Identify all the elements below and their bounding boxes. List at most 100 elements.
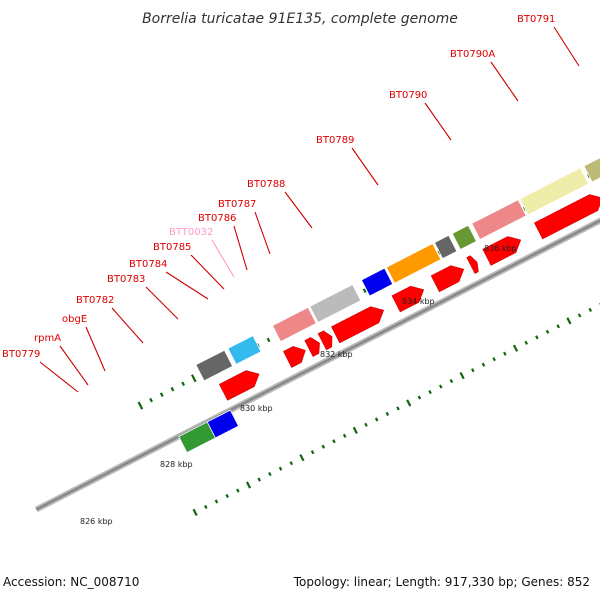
gene-arrow	[534, 194, 600, 240]
tick-mark-lower	[512, 344, 519, 352]
cog-block	[360, 267, 394, 297]
tick-mark-lower	[577, 313, 582, 318]
tick-mark-upper	[362, 288, 367, 293]
cog-block	[519, 167, 590, 216]
tick-mark-lower	[492, 357, 496, 362]
gene-arrow	[304, 337, 320, 357]
gene-label: BT0785	[153, 242, 191, 253]
gene-arrows	[218, 194, 600, 401]
tick-mark-lower	[268, 472, 272, 477]
scale-label: 830 kbp	[240, 404, 273, 413]
gene-label: BT0790A	[450, 49, 495, 60]
tick-mark-upper	[137, 401, 144, 410]
accession-text: Accession: NC_008710	[3, 575, 139, 589]
scale-label: 832 kbp	[320, 350, 353, 359]
gene-arrow	[317, 330, 333, 351]
tick-mark-lower	[236, 488, 240, 493]
tick-mark-lower	[245, 481, 252, 489]
cog-block	[271, 306, 317, 343]
tick-mark-lower	[321, 444, 326, 449]
tick-mark-lower	[588, 307, 593, 313]
callout-line	[190, 254, 225, 290]
gene-arrow	[218, 370, 260, 401]
tick-mark-upper	[266, 337, 271, 343]
tick-mark-upper	[149, 397, 153, 403]
gene-label: BT0788	[247, 179, 285, 190]
gene-arrow	[331, 306, 385, 344]
backbone-line-inner	[35, 219, 600, 511]
callout-line	[39, 361, 79, 393]
tick-mark-upper	[181, 381, 186, 387]
tick-mark-upper	[170, 386, 175, 392]
gene-label: BT0790	[389, 90, 427, 101]
cog-block	[433, 234, 458, 260]
cog-block	[309, 284, 362, 324]
scale-label: 836 kbp	[484, 244, 517, 253]
callout-line	[490, 61, 519, 102]
tick-mark-lower	[396, 406, 400, 411]
callout-line	[211, 239, 235, 278]
tick-mark-upper	[190, 374, 197, 383]
cog-block	[195, 349, 234, 382]
gene-label: BT0779	[2, 349, 40, 360]
tick-mark-lower	[459, 371, 465, 380]
scale-label: 826 kbp	[80, 517, 113, 526]
gene-arrow	[482, 236, 522, 266]
scale-labels: 826 kbp 828 kbp 830 kbp 832 kbp 834 kbp 836 k…	[80, 244, 517, 526]
gene-label: BT0782	[76, 295, 114, 306]
tick-mark-lower	[352, 426, 358, 434]
gene-arrow	[466, 255, 479, 274]
callout-line	[111, 307, 144, 344]
tick-mark-lower	[481, 362, 486, 367]
cog-block	[385, 242, 442, 284]
tick-mark-lower	[449, 379, 454, 384]
genome-title: Borrelia turicatae 91E135, complete geno…	[142, 11, 458, 27]
tick-mark-lower	[503, 351, 507, 356]
callout-line	[424, 102, 452, 141]
callout-line	[553, 26, 580, 67]
callout-line	[145, 286, 179, 320]
tick-mark-lower	[471, 368, 475, 373]
scale-label: 834 kbp	[402, 297, 435, 306]
tick-mark-lower	[332, 439, 336, 444]
tick-mark-lower	[566, 317, 572, 325]
gene-label: rpmA	[34, 333, 61, 344]
tick-mark-lower	[556, 324, 561, 329]
tick-mark-lower	[385, 411, 390, 416]
tick-mark-lower	[438, 384, 443, 389]
gene-arrow	[430, 265, 465, 293]
scale-label: 828 kbp	[160, 460, 193, 469]
tick-mark-lower	[406, 399, 412, 407]
tick-mark-lower	[524, 340, 528, 345]
gene-label: BT0791	[517, 14, 555, 25]
tick-mark-lower	[192, 508, 198, 517]
gene-label: BT0783	[107, 274, 145, 285]
gene-label: BT0786	[198, 213, 236, 224]
gene-label: BTT0032	[169, 227, 213, 238]
gene-label: BT0789	[316, 135, 354, 146]
cog-block	[583, 157, 600, 183]
tick-mark-lower	[204, 504, 208, 509]
gene-arrow	[283, 346, 306, 368]
gene-label: BT0784	[129, 259, 167, 270]
tick-mark-lower	[417, 395, 422, 400]
cog-blocks	[178, 157, 600, 454]
tick-mark-lower	[214, 499, 219, 504]
tick-mark-lower	[545, 329, 550, 334]
tick-mark-lower	[257, 477, 261, 482]
tick-mark-lower	[535, 335, 539, 340]
tick-mark-lower	[342, 433, 347, 438]
callout-line	[254, 211, 271, 255]
callout-line	[85, 326, 106, 372]
tick-mark-lower	[225, 493, 229, 499]
backbone-line-outer	[34, 217, 600, 513]
tick-mark-upper	[159, 392, 164, 397]
callout-line	[165, 271, 209, 300]
tick-mark-lower	[364, 422, 368, 427]
gene-label: obgE	[62, 314, 87, 325]
gene-label: BT0787	[218, 199, 256, 210]
cog-block	[178, 421, 216, 454]
tick-mark-lower	[289, 461, 294, 466]
